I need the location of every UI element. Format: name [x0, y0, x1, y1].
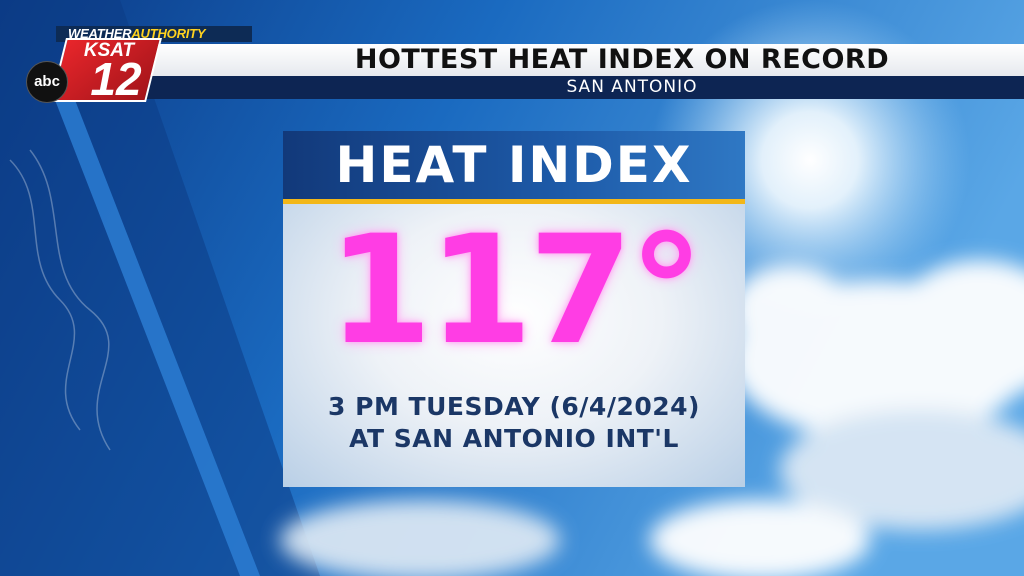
channel: 12 — [90, 53, 142, 105]
contours — [9, 149, 111, 451]
heat-index-value: 117° — [327, 204, 704, 378]
brand-part2: AUTHORITY — [131, 26, 206, 41]
subtitle: SAN ANTONIO — [130, 76, 1024, 99]
clouds — [280, 260, 1024, 576]
station: KSAT — [83, 40, 135, 61]
detail-line: AT SAN ANTONIO INT'L — [349, 424, 679, 453]
stripe — [55, 100, 260, 576]
card-heading: HEAT INDEX — [283, 131, 745, 199]
network: abc — [26, 61, 68, 103]
brand-part1: WEATHER — [68, 26, 132, 41]
card-body — [283, 204, 745, 487]
accent-line — [283, 199, 745, 204]
detail-line: 3 PM TUESDAY (6/4/2024) — [328, 392, 700, 421]
title: HOTTEST HEAT INDEX ON RECORD — [150, 44, 1024, 76]
